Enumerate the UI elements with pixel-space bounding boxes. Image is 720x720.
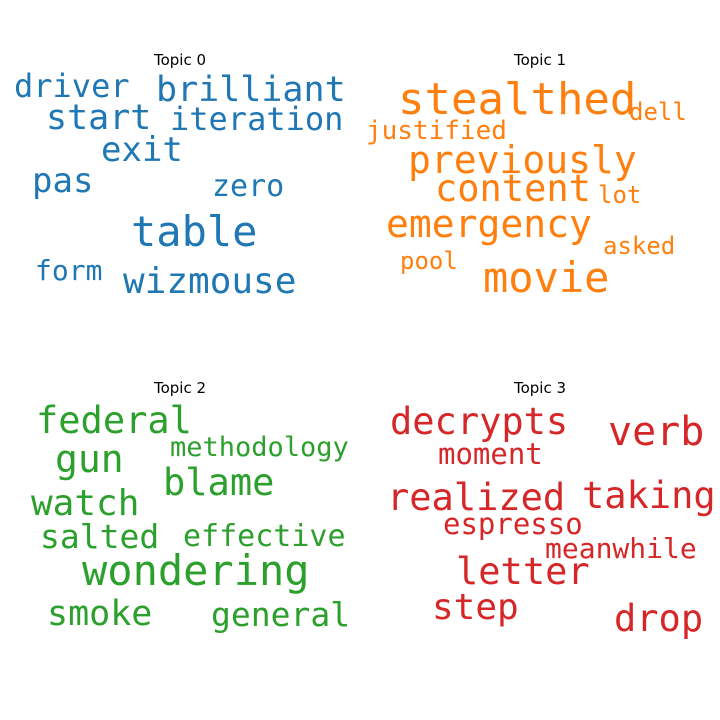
topic-0-word: exit	[101, 130, 183, 170]
topic-1-word: lot	[598, 181, 642, 209]
topic-2-word: federal	[36, 399, 192, 442]
topic-1-word: stealthed	[398, 74, 637, 125]
topic-1-word: previously	[408, 138, 637, 182]
topic-2-word: salted	[40, 517, 160, 556]
topic-3-word: decrypts	[390, 400, 569, 443]
topic-0-word: wizmouse	[123, 261, 297, 302]
topic-3-word: drop	[614, 597, 704, 640]
topic-3-word: moment	[438, 437, 543, 471]
topic-3-word: letter	[456, 550, 590, 593]
topic-2-word: effective	[183, 519, 346, 554]
topic-3-panel: Topic 3 decrypts verb moment realized ta…	[360, 360, 720, 720]
topic-0-word: brilliant	[156, 70, 346, 110]
topic-3-word: taking	[582, 474, 716, 517]
topic-0-word: pas	[32, 161, 94, 201]
topic-3-word: meanwhile	[545, 532, 697, 565]
topic-0-word: iteration	[170, 100, 344, 138]
topic-1-word: dell	[629, 98, 687, 126]
topic-2-title: Topic 2	[153, 379, 207, 397]
topic-0-word: start	[46, 98, 152, 138]
topic-2-word: watch	[31, 483, 140, 524]
topic-1-title: Topic 1	[513, 51, 567, 69]
topic-0-panel: Topic 0 brilliant driver start iteration…	[0, 0, 360, 360]
topic-0-title: Topic 0	[153, 51, 207, 69]
topic-0-word: zero	[212, 169, 285, 204]
topic-3-title: Topic 3	[513, 379, 567, 397]
topic-2-word: general	[211, 595, 351, 634]
topic-3-word: espresso	[443, 507, 583, 541]
topic-1-word: justified	[366, 116, 507, 146]
topic-2-word: gun	[55, 437, 124, 481]
topic-1-word: content	[435, 167, 591, 210]
topic-2-word: methodology	[170, 432, 349, 463]
topic-3-word: realized	[387, 476, 566, 519]
topic-2-word: blame	[163, 461, 275, 504]
topic-2-word: wondering	[82, 546, 310, 595]
topic-1-panel: Topic 1 stealthed dell justified previou…	[360, 0, 720, 360]
topic-3-word: verb	[608, 409, 705, 455]
topic-2-word: smoke	[47, 594, 153, 634]
topic-1-word: pool	[400, 247, 458, 275]
topic-1-word: emergency	[386, 202, 592, 246]
topic-3-word: step	[432, 587, 519, 628]
topic-2-panel: Topic 2 federal methodology gun blame wa…	[0, 360, 360, 720]
topic-0-word: table	[131, 207, 258, 256]
topic-1-word: movie	[483, 253, 610, 302]
topic-1-word: asked	[603, 232, 676, 260]
topic-0-word: driver	[14, 67, 130, 105]
topic-0-word: form	[35, 254, 103, 287]
